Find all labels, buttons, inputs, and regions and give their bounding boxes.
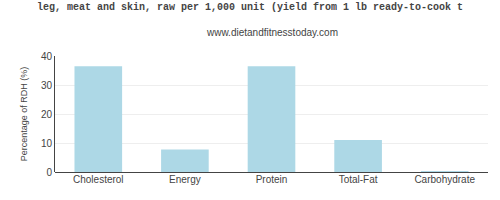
svg-text:Cholesterol: Cholesterol bbox=[73, 174, 124, 185]
svg-text:Percentage of RDH (%): Percentage of RDH (%) bbox=[19, 67, 29, 162]
svg-text:Energy: Energy bbox=[169, 174, 201, 185]
svg-text:Carbohydrate: Carbohydrate bbox=[414, 174, 475, 185]
svg-text:40: 40 bbox=[41, 51, 53, 62]
svg-text:30: 30 bbox=[41, 80, 53, 91]
svg-text:leg, meat and skin, raw per 1,: leg, meat and skin, raw per 1,000 unit (… bbox=[37, 2, 463, 13]
svg-text:20: 20 bbox=[41, 109, 53, 120]
svg-text:www.dietandfitnesstoday.com: www.dietandfitnesstoday.com bbox=[206, 27, 338, 38]
svg-text:10: 10 bbox=[41, 138, 53, 149]
svg-text:0: 0 bbox=[46, 167, 52, 178]
svg-text:Protein: Protein bbox=[256, 174, 288, 185]
svg-text:Total-Fat: Total-Fat bbox=[339, 174, 378, 185]
